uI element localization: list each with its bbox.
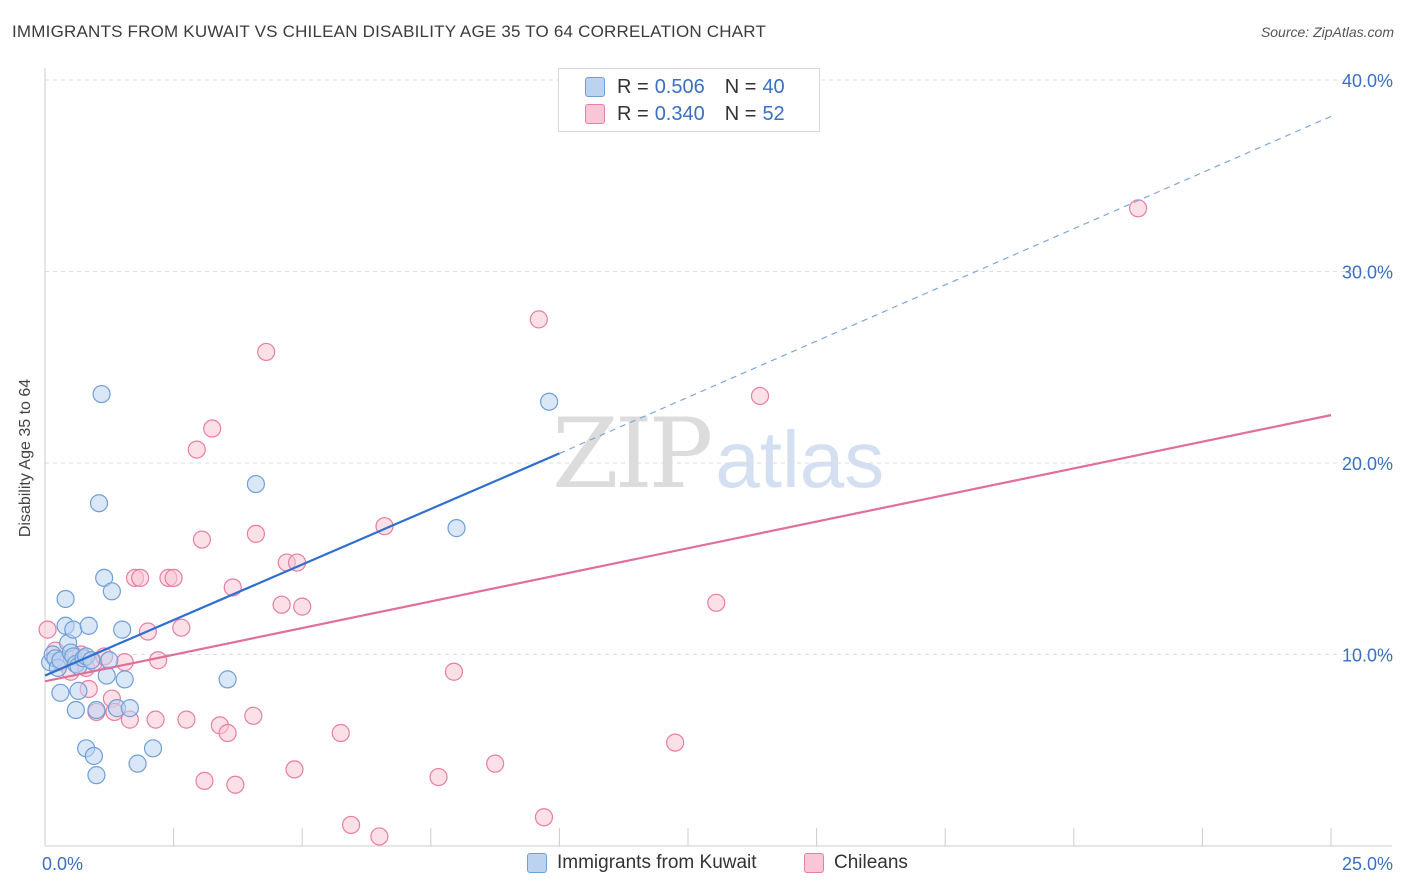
legend-n-value: 52 [762, 102, 785, 125]
point-kuwait [128, 754, 147, 773]
legend-r-label: R = [617, 102, 649, 125]
point-chileans [293, 597, 312, 616]
point-chileans [341, 815, 361, 835]
watermark: ZIPatlas [552, 398, 884, 510]
point-chileans [244, 706, 263, 725]
point-kuwait [87, 766, 106, 785]
legend-n-label: N = [724, 102, 757, 125]
point-kuwait [447, 519, 466, 538]
y-tick-label: 10.0% [1342, 646, 1393, 666]
legend-n-value: 40 [762, 75, 785, 98]
source-credit: Source: ZipAtlas.com [1260, 24, 1394, 40]
point-kuwait [143, 739, 163, 758]
trend-line-kuwait-extension [559, 115, 1332, 454]
point-kuwait [120, 699, 139, 718]
trend-line-kuwait [44, 452, 560, 677]
legend-swatch-chileans [585, 104, 605, 124]
point-kuwait [56, 589, 75, 609]
data-points [38, 199, 1148, 846]
trend-lines [44, 115, 1332, 683]
series-name-kuwait: Immigrants from Kuwait [557, 852, 757, 873]
legend-swatch-kuwait [585, 77, 605, 97]
tick-labels: 10.0% 20.0% 30.0% 40.0% 0.0% 25.0% [42, 71, 1393, 874]
series-legend-kuwait: Immigrants from Kuwait [527, 852, 757, 874]
axes [44, 68, 1392, 847]
point-chileans [164, 568, 183, 588]
chart-title: IMMIGRANTS FROM KUWAIT VS CHILEAN DISABI… [12, 22, 767, 41]
point-kuwait [115, 670, 134, 689]
point-chileans [486, 754, 505, 773]
point-chileans [1128, 199, 1148, 218]
point-chileans [666, 733, 685, 752]
point-kuwait [66, 700, 85, 720]
point-chileans [192, 530, 211, 549]
point-kuwait [84, 746, 103, 766]
point-chileans [370, 827, 389, 846]
point-chileans [529, 310, 548, 329]
series-swatch-chileans [804, 853, 824, 873]
point-kuwait [82, 651, 101, 670]
point-kuwait [113, 620, 132, 639]
legend: R = 0.506 N = 40 R = 0.340 N = 52 [558, 68, 820, 132]
point-chileans [177, 710, 196, 729]
point-chileans [38, 620, 57, 639]
point-chileans [172, 618, 191, 637]
y-tick-label: 30.0% [1342, 263, 1393, 283]
point-kuwait [89, 494, 109, 513]
trend-line-chileans [44, 414, 1332, 683]
point-chileans [257, 342, 276, 362]
point-chileans [187, 440, 206, 459]
legend-r-value: 0.340 [654, 102, 705, 125]
point-kuwait [64, 620, 83, 639]
point-kuwait [92, 384, 111, 404]
point-chileans [146, 710, 165, 729]
point-chileans [429, 767, 448, 787]
point-chileans [149, 651, 168, 670]
point-chileans [285, 760, 304, 779]
series-legend: Immigrants from Kuwait Chileans [0, 852, 1406, 878]
point-kuwait [95, 568, 114, 588]
point-chileans [750, 386, 770, 406]
x-tick-label: 0.0% [42, 854, 83, 874]
point-chileans [331, 723, 350, 743]
point-chileans [444, 662, 464, 681]
point-kuwait [218, 670, 237, 689]
point-chileans [218, 723, 237, 743]
series-legend-chileans: Chileans [804, 852, 908, 874]
point-chileans [115, 653, 134, 672]
point-chileans [226, 775, 245, 794]
y-tick-label: 40.0% [1342, 71, 1393, 91]
point-kuwait [69, 681, 88, 700]
point-chileans [534, 808, 554, 827]
point-chileans [195, 771, 214, 790]
legend-row-chileans: R = 0.340 N = 52 [585, 102, 785, 126]
legend-row-kuwait: R = 0.506 N = 40 [585, 75, 785, 99]
legend-n-label: N = [724, 75, 757, 98]
point-chileans [203, 419, 222, 438]
point-kuwait [102, 582, 121, 601]
point-kuwait [540, 392, 559, 411]
x-tick-label: 25.0% [1342, 854, 1393, 874]
point-chileans [272, 595, 291, 614]
point-chileans [131, 568, 150, 588]
point-chileans [707, 593, 726, 612]
point-chileans [246, 524, 266, 543]
point-kuwait [79, 616, 98, 635]
point-kuwait [51, 683, 70, 702]
point-kuwait [246, 474, 266, 494]
watermark-atlas: atlas [715, 415, 885, 504]
series-swatch-kuwait [527, 853, 547, 873]
y-tick-label: 20.0% [1342, 454, 1393, 474]
series-name-chileans: Chileans [834, 852, 908, 873]
point-kuwait [87, 700, 106, 720]
watermark-zip: ZIP [552, 398, 713, 510]
legend-r-label: R = [617, 75, 649, 98]
grid-lines [45, 79, 1392, 655]
legend-r-value: 0.506 [654, 75, 705, 98]
